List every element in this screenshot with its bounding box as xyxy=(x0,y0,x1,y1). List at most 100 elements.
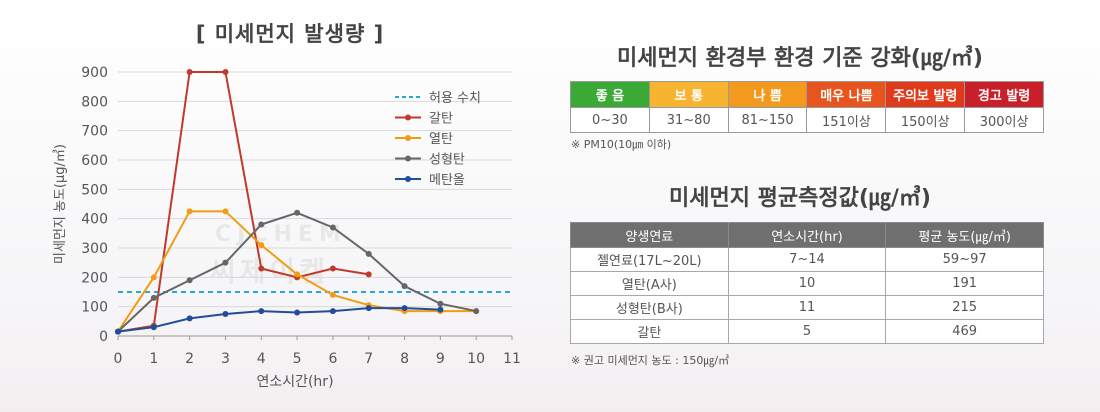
x-tick-label: 8 xyxy=(400,351,409,367)
legend-label: 성형탄 xyxy=(429,153,465,168)
data-point xyxy=(294,209,301,216)
grade-range: 150이상 xyxy=(885,107,966,133)
legend-marker xyxy=(405,114,411,121)
legend-marker xyxy=(405,155,411,162)
data-point xyxy=(186,69,193,75)
data-point xyxy=(365,271,372,278)
grade-label: 좋 음 xyxy=(570,81,650,108)
x-tick-label: 4 xyxy=(257,351,266,367)
table-cell: 10 xyxy=(727,271,887,296)
grade-label: 나 쁨 xyxy=(727,81,808,108)
table-cell: 469 xyxy=(885,319,1044,344)
table-cell: 열탄(A사) xyxy=(570,271,729,296)
y-tick-label: 700 xyxy=(81,124,108,140)
data-point xyxy=(294,271,301,278)
y-tick-label: 800 xyxy=(81,94,108,110)
x-axis-label: 연소시간(hr) xyxy=(256,374,333,390)
data-point xyxy=(437,306,444,313)
grade-range: 81~150 xyxy=(727,107,808,133)
line-chart: 0 100 200 300 400 500 600 700 800 900 0 1 2 3 4 5 6 7 8 9 10… xyxy=(53,65,521,390)
table-cell: 7~14 xyxy=(727,247,887,272)
data-point xyxy=(294,309,301,316)
table-row: 열탄(A사) 10 191 xyxy=(570,271,1044,296)
data-point xyxy=(329,224,336,231)
column-header: 평균 농도(㎍/㎥) xyxy=(885,222,1044,248)
grade-label: 경고 발령 xyxy=(964,81,1044,108)
table-cell: 갈탄 xyxy=(570,319,729,344)
legend-label: 열탄 xyxy=(429,132,453,147)
y-tick-label: 300 xyxy=(81,241,108,257)
data-point xyxy=(329,291,336,298)
table-row: 갈탄 5 469 xyxy=(570,319,1044,344)
legend-label: 허용 수치 xyxy=(429,91,481,106)
data-point xyxy=(186,315,193,322)
legend-label: 갈탄 xyxy=(429,112,453,127)
data-point xyxy=(365,305,372,312)
table-cell: 215 xyxy=(885,295,1044,320)
series-line xyxy=(117,307,441,333)
data-point xyxy=(437,300,444,307)
series-line xyxy=(117,71,369,333)
x-tick-label: 7 xyxy=(364,351,373,367)
data-point xyxy=(115,328,121,335)
y-tick-label: 900 xyxy=(81,65,108,81)
table-row: 성형탄(B사) 11 215 xyxy=(570,295,1044,320)
data-point xyxy=(258,308,265,315)
table-cell: 젤연료(17L~20L) xyxy=(570,247,729,272)
x-tick-label: 11 xyxy=(503,351,521,367)
x-tick-label: 10 xyxy=(467,351,485,367)
table-cell: 191 xyxy=(885,271,1044,296)
y-tick-label: 400 xyxy=(81,212,108,228)
data-point xyxy=(150,274,157,281)
standards-title: 미세먼지 환경부 환경 기준 강화(㎍/㎥) xyxy=(617,46,983,71)
data-point xyxy=(222,69,229,75)
grade-label: 매우 나쁨 xyxy=(806,81,887,108)
table-cell: 5 xyxy=(727,319,887,344)
x-tick-label: 3 xyxy=(221,351,230,367)
grade-range: 300이상 xyxy=(964,107,1044,133)
grade-range: 151이상 xyxy=(806,107,887,133)
data-point xyxy=(222,311,229,317)
table-cell: 성형탄(B사) xyxy=(570,295,729,320)
x-tick-label: 5 xyxy=(293,351,302,367)
legend-marker xyxy=(405,176,411,182)
column-header: 양생연료 xyxy=(570,222,729,248)
legend-label: 메탄올 xyxy=(429,173,465,188)
data-point xyxy=(258,242,265,249)
grade-range: 0~30 xyxy=(570,107,650,133)
data-point xyxy=(222,208,229,215)
table-row: 젤연료(17L~20L) 7~14 59~97 xyxy=(570,247,1044,272)
chart-title: [ 미세먼지 발생량 ] xyxy=(195,22,385,46)
standards-note: ※ PM10(10㎛ 이하) xyxy=(571,138,672,151)
data-point xyxy=(150,294,157,301)
data-point xyxy=(222,259,229,266)
averages-title: 미세먼지 평균측정값(㎍/㎥) xyxy=(669,186,931,211)
table-cell: 59~97 xyxy=(885,247,1044,272)
grade-label: 주의보 발령 xyxy=(885,81,966,108)
x-tick-label: 2 xyxy=(185,351,194,367)
standards-table: 좋 음 보 통 나 쁨 매우 나쁨 주의보 발령 경고 발령 0~30 31~8… xyxy=(570,81,1044,133)
data-point xyxy=(329,308,336,315)
data-point xyxy=(365,250,372,257)
table-cell: 11 xyxy=(727,295,887,320)
x-tick-label: 6 xyxy=(328,351,337,367)
y-tick-label: 200 xyxy=(81,270,108,286)
averages-header-row: 양생연료 연소시간(hr) 평균 농도(㎍/㎥) xyxy=(570,222,1044,248)
y-tick-label: 500 xyxy=(81,182,108,198)
data-point xyxy=(186,208,193,215)
x-tick-label: 9 xyxy=(436,351,445,367)
data-point xyxy=(401,305,408,312)
grade-label: 보 통 xyxy=(648,81,729,108)
y-tick-label: 100 xyxy=(81,300,108,316)
data-point xyxy=(150,324,157,331)
grade-range: 31~80 xyxy=(648,107,729,133)
y-tick-label: 600 xyxy=(81,153,108,169)
standards-header-row: 좋 음 보 통 나 쁨 매우 나쁨 주의보 발령 경고 발령 xyxy=(570,81,1044,108)
data-point xyxy=(258,265,265,272)
data-point xyxy=(473,308,480,315)
averages-table: 양생연료 연소시간(hr) 평균 농도(㎍/㎥) 젤연료(17L~20L) 7~… xyxy=(570,222,1044,344)
data-point xyxy=(258,221,265,228)
y-tick-label: 0 xyxy=(99,329,108,345)
x-tick-label: 0 xyxy=(114,351,123,367)
column-header: 연소시간(hr) xyxy=(727,222,887,248)
